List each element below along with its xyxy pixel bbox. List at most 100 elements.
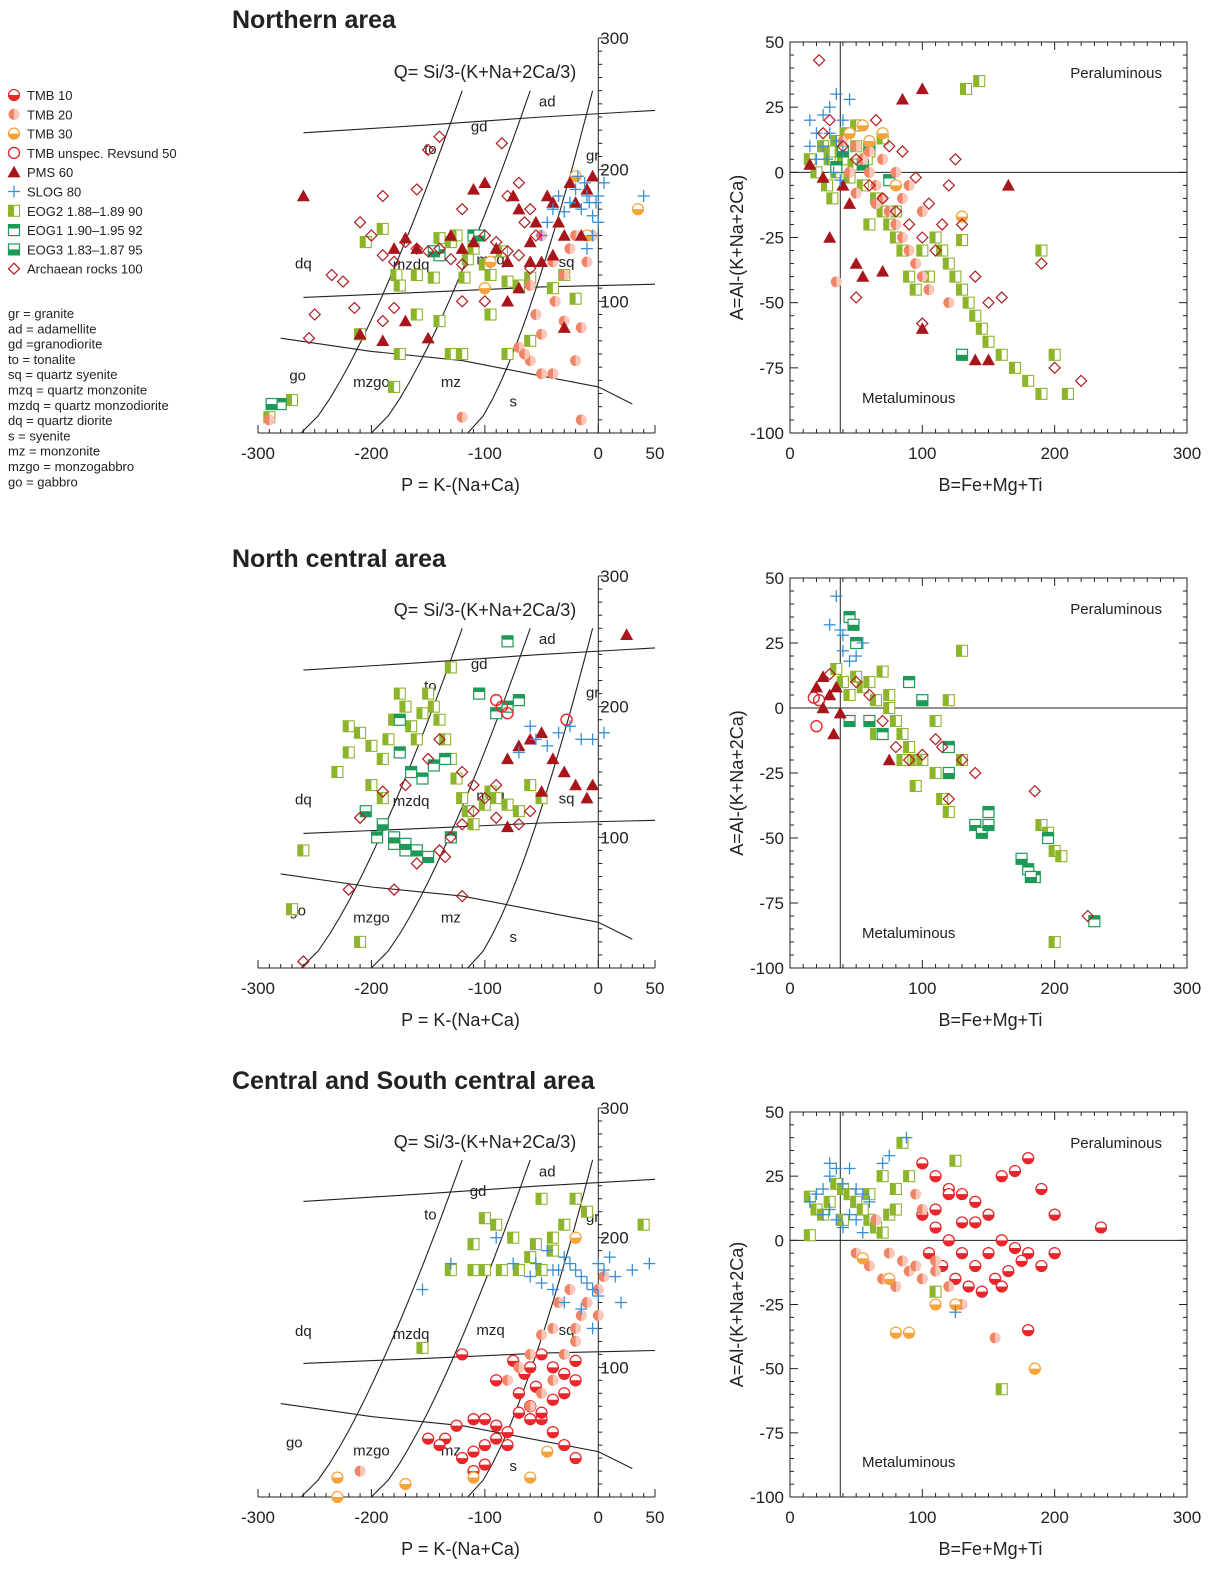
data-point <box>910 1188 922 1200</box>
data-point <box>955 1216 969 1229</box>
x-tick-label: -100 <box>468 1508 502 1527</box>
data-point <box>969 1195 982 1208</box>
x-tick-label: 0 <box>785 979 794 998</box>
data-point <box>546 248 560 261</box>
abbreviation-item: dq = quartz diorite <box>8 413 112 428</box>
data-point <box>513 1361 525 1373</box>
data-point <box>523 262 537 275</box>
data-point <box>949 1272 962 1285</box>
data-point <box>863 218 876 231</box>
data-point <box>876 727 889 741</box>
data-point <box>546 1393 559 1406</box>
data-point <box>512 817 526 831</box>
data-point <box>410 308 423 321</box>
data-point <box>876 1170 889 1183</box>
data-point <box>490 1432 503 1445</box>
legend-label: TMB 20 <box>27 107 73 122</box>
data-point <box>1022 1324 1035 1337</box>
data-point <box>575 203 588 216</box>
data-point <box>643 1257 656 1270</box>
data-point <box>915 322 929 334</box>
data-point <box>399 1477 412 1491</box>
data-point <box>387 883 401 896</box>
data-point <box>583 196 596 209</box>
data-point <box>876 1226 889 1239</box>
data-point <box>869 113 883 127</box>
data-point <box>546 1426 559 1439</box>
data-point <box>342 720 355 733</box>
data-point <box>455 242 469 254</box>
data-point <box>876 264 890 277</box>
legend-marker <box>7 88 21 102</box>
data-point <box>575 733 588 746</box>
data-point <box>570 1322 582 1334</box>
data-point <box>916 1204 928 1216</box>
y-tick-label: -100 <box>750 424 784 443</box>
data-point <box>501 255 515 268</box>
data-point <box>399 837 412 850</box>
data-point <box>1048 1208 1061 1221</box>
data-point <box>421 143 435 157</box>
panel-pq_north: Northern area -300 -200 -100 0 50 100 200 300 P =… <box>232 6 664 495</box>
data-point <box>870 179 882 191</box>
data-point <box>410 183 424 196</box>
data-point <box>1008 361 1022 374</box>
data-point <box>850 1213 863 1226</box>
y-tick-label: 200 <box>600 161 628 180</box>
data-point <box>502 1374 514 1386</box>
y-tick-label: 50 <box>765 569 784 588</box>
data-point <box>817 140 830 153</box>
data-point <box>969 1216 982 1229</box>
data-point <box>903 179 915 191</box>
data-point <box>558 1439 571 1452</box>
data-point <box>930 1255 942 1267</box>
data-point <box>325 268 339 282</box>
abbreviation-item: s = syenite <box>8 428 71 443</box>
data-point <box>1074 374 1088 388</box>
data-point <box>578 176 591 189</box>
data-point <box>915 82 929 95</box>
data-point <box>975 322 988 335</box>
data-point <box>524 1251 537 1264</box>
field-boundary <box>300 628 463 969</box>
panel-ab_central: 0 100 200 300 50 25 0 -25 -50 -75 -100 B=Fe+Mg+Ti A=… <box>727 1103 1201 1559</box>
data-point <box>501 347 514 361</box>
data-point <box>524 1471 537 1484</box>
data-point <box>827 727 841 740</box>
field-label-sq: sq <box>559 254 575 271</box>
y-tick-label: 100 <box>600 1358 628 1377</box>
data-point <box>882 753 896 766</box>
data-point <box>376 792 389 805</box>
data-point <box>955 1188 969 1201</box>
y-tick-label: -50 <box>759 294 784 313</box>
x-tick-label: 100 <box>908 979 936 998</box>
data-point <box>803 114 816 127</box>
data-point <box>557 321 571 333</box>
data-point <box>512 746 525 759</box>
data-point <box>936 792 949 806</box>
data-point <box>421 244 435 258</box>
data-point <box>810 127 823 140</box>
data-point <box>524 1400 536 1412</box>
data-point <box>823 1170 836 1183</box>
data-point <box>541 1445 554 1458</box>
data-point <box>592 1290 605 1303</box>
data-point <box>844 166 856 178</box>
abbreviation-item: ad = adamellite <box>8 321 97 336</box>
data-point <box>850 140 862 152</box>
data-point <box>529 215 543 228</box>
data-point <box>830 590 843 603</box>
data-point <box>847 618 860 631</box>
field-label-mz: mz <box>441 1443 461 1460</box>
data-point <box>916 244 929 257</box>
data-point <box>995 291 1009 304</box>
data-point <box>524 280 536 292</box>
x-tick-label: -300 <box>241 979 275 998</box>
data-point <box>501 635 514 648</box>
y-tick-label: 25 <box>765 1167 784 1186</box>
data-point <box>501 752 515 765</box>
data-point <box>541 1244 554 1257</box>
data-point <box>558 1251 571 1264</box>
data-points <box>331 1192 656 1504</box>
data-point <box>393 713 406 726</box>
